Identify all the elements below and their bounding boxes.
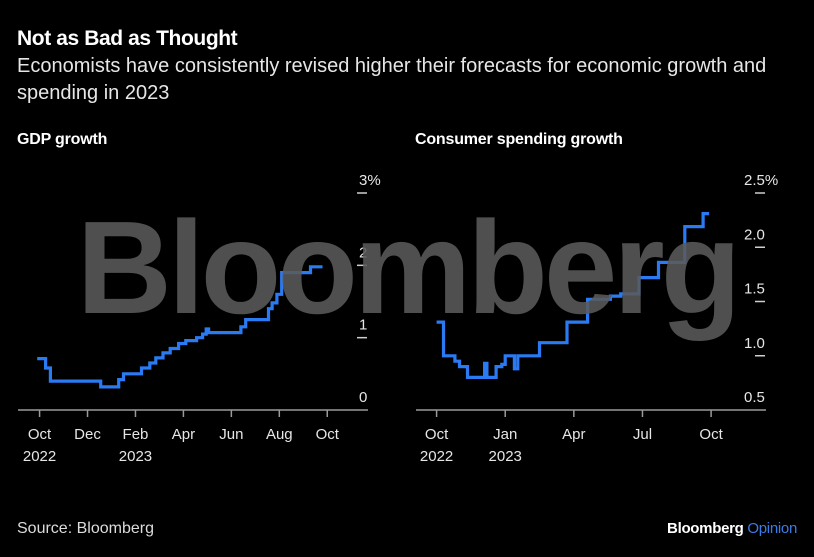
bloomberg-watermark: Bloomberg xyxy=(77,194,738,341)
x-tick-label: Aug xyxy=(266,426,293,443)
x-tick-sublabel: 2022 xyxy=(23,448,56,465)
series-line xyxy=(37,265,323,389)
x-tick-label: Apr xyxy=(562,426,585,443)
x-tick-label: Oct xyxy=(28,426,52,443)
gdp-chart: 3% 2 1 0 Oct 2022 Dec Feb 2023 Apr Jun Aug Oct xyxy=(18,172,381,465)
y-tick-label: 2.5% xyxy=(744,172,778,189)
source-note: Source: Bloomberg xyxy=(17,520,154,537)
chart-title: Not as Bad as Thought xyxy=(17,27,238,50)
y-tick-label: 1.5 xyxy=(744,281,765,298)
consumer-panel-title: Consumer spending growth xyxy=(415,131,623,148)
brand-logo: Bloomberg Opinion xyxy=(667,520,797,537)
x-tick-sublabel: 2023 xyxy=(489,448,522,465)
series-line xyxy=(436,212,710,379)
y-tick-label: 0 xyxy=(359,389,367,406)
consumer-chart: 2.5% 2.0 1.5 1.0 0.5 Oct 2022 Jan 2023 Apr Jul Oct xyxy=(416,172,778,465)
brand-section: Opinion xyxy=(747,520,797,537)
x-tick-label: Jan xyxy=(493,426,517,443)
x-tick-label: Dec xyxy=(74,426,101,443)
x-tick-label: Jul xyxy=(633,426,652,443)
y-tick-label: 2 xyxy=(359,244,367,261)
brand-name: Bloomberg xyxy=(667,520,744,537)
x-tick-label: Oct xyxy=(316,426,340,443)
y-tick-label: 2.0 xyxy=(744,226,765,243)
chart-subtitle: Economists have consistently revised hig… xyxy=(17,55,767,104)
x-tick-sublabel: 2023 xyxy=(119,448,152,465)
x-tick-label: Jun xyxy=(219,426,243,443)
y-tick-label: 1.0 xyxy=(744,335,765,352)
x-tick-label: Apr xyxy=(172,426,195,443)
x-tick-label: Feb xyxy=(123,426,149,443)
x-tick-sublabel: 2022 xyxy=(420,448,453,465)
y-tick-label: 3% xyxy=(359,172,381,189)
y-tick-label: 1 xyxy=(359,317,367,334)
y-tick-label: 0.5 xyxy=(744,389,765,406)
x-tick-label: Oct xyxy=(699,426,723,443)
x-tick-label: Oct xyxy=(425,426,449,443)
gdp-panel-title: GDP growth xyxy=(17,131,108,148)
